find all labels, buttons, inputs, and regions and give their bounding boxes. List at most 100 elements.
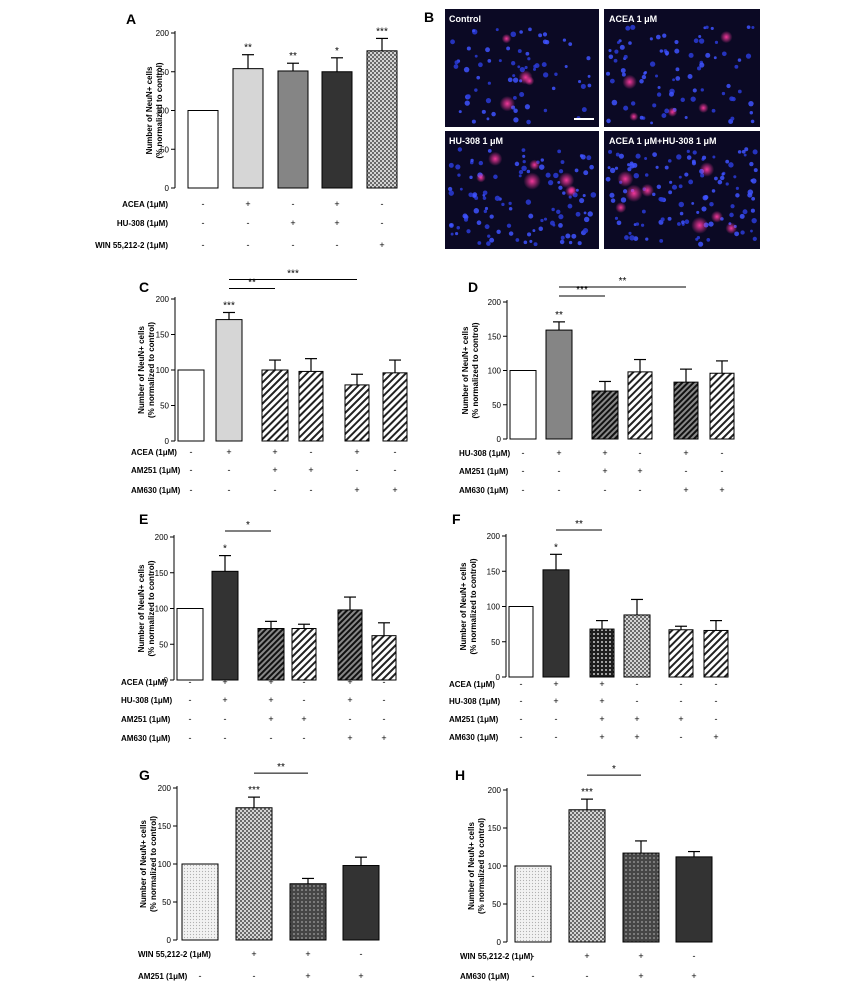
nucleus (655, 34, 661, 40)
treatment-label: WIN 55,212-2 (1μM) (138, 950, 211, 959)
nucleus (733, 175, 737, 179)
treatment-sign: - (715, 679, 718, 689)
nucleus (501, 202, 505, 207)
treatment-sign: + (379, 240, 384, 250)
nucleus (614, 49, 619, 54)
nucleus (684, 116, 688, 120)
nucleus (628, 231, 632, 235)
treatment-sign: + (691, 971, 696, 981)
nucleus (529, 239, 533, 243)
nucleus (659, 197, 665, 202)
nucleus (748, 100, 754, 107)
treatment-label: ACEA (1μM) (449, 680, 495, 689)
nucleus (498, 59, 502, 63)
treatment-sign: + (553, 679, 558, 689)
treatment-sign: - (253, 971, 256, 981)
y-axis-label: Number of NeuN+ cells(% normalized to co… (145, 62, 164, 158)
treatment-sign: - (558, 485, 561, 495)
nucleus (627, 167, 632, 172)
treatment-sign: + (683, 485, 688, 495)
y-tick-label: 50 (491, 638, 500, 647)
panel-letter-e: E (139, 511, 148, 527)
nucleus (560, 235, 565, 240)
treatment-label: AM630 (1μM) (449, 733, 499, 742)
y-tick-label: 150 (156, 68, 170, 77)
treatment-sign: - (522, 448, 525, 458)
nucleus (484, 224, 490, 230)
nucleus (481, 109, 486, 114)
nucleus (609, 192, 615, 198)
treatment-sign: - (715, 696, 718, 706)
treatment-sign: - (520, 696, 523, 706)
treatment-sign: - (520, 714, 523, 724)
nucleus (534, 63, 540, 69)
treatment-label: ACEA (1μM) (121, 678, 167, 687)
nucleus (705, 25, 709, 29)
nucleus (605, 71, 611, 76)
neun-signal (523, 172, 541, 190)
nucleus (472, 192, 478, 198)
nucleus (690, 96, 696, 102)
treatment-sign: + (347, 733, 352, 743)
nucleus (664, 165, 669, 170)
treatment-sign: - (310, 447, 313, 457)
nucleus (558, 169, 564, 174)
nucleus (751, 196, 756, 201)
y-tick-label: 100 (155, 605, 169, 614)
treatment-sign: + (638, 971, 643, 981)
nucleus (448, 162, 454, 168)
treatment-sign: + (268, 695, 273, 705)
nucleus (450, 39, 455, 45)
y-axis-label: Number of NeuN+ cells(% normalized to co… (467, 818, 486, 914)
treatment-sign: + (272, 447, 277, 457)
nucleus (659, 49, 664, 53)
nucleus (630, 101, 636, 106)
treatment-sign: + (634, 714, 639, 724)
nucleus (551, 207, 555, 212)
treatment-sign: + (599, 714, 604, 724)
nucleus (511, 61, 516, 66)
treatment-sign: + (251, 949, 256, 959)
bar-f-2 (542, 569, 570, 678)
treatment-sign: + (354, 447, 359, 457)
treatment-sign: - (303, 733, 306, 743)
panel-letter-c: C (139, 279, 149, 295)
treatment-label: AM630 (1μM) (131, 486, 181, 495)
nucleus (448, 190, 454, 196)
neun-signal (615, 202, 627, 213)
nucleus (752, 236, 757, 241)
nucleus (532, 229, 536, 233)
nucleus (656, 184, 662, 189)
nucleus (693, 38, 699, 44)
nucleus (547, 179, 554, 186)
nucleus (485, 47, 490, 53)
nucleus (751, 217, 757, 224)
nucleus (619, 44, 625, 50)
nucleus (721, 91, 726, 96)
treatment-sign: - (247, 218, 250, 228)
panel-letter-b: B (424, 9, 434, 25)
chart-panel-f: F 0 50 100 150 200 Number of NeuN+ cells(% nor… (449, 511, 729, 742)
nucleus (521, 165, 527, 172)
nucleus (538, 164, 545, 170)
micrograph-label-control: Control (449, 14, 481, 24)
nucleus (726, 83, 731, 89)
nucleus (578, 80, 582, 84)
nucleus (484, 206, 489, 211)
comparison-label: *** (287, 268, 299, 279)
y-tick-label: 0 (497, 938, 502, 947)
bar-c-6 (382, 372, 408, 442)
nucleus (457, 173, 461, 177)
y-tick-label: 150 (155, 569, 169, 578)
nucleus (674, 48, 680, 54)
nucleus (483, 209, 488, 214)
treatment-sign: + (599, 679, 604, 689)
y-tick-label: 100 (156, 366, 170, 375)
treatment-sign: + (637, 466, 642, 476)
nucleus (609, 167, 616, 174)
nucleus (725, 182, 729, 186)
treatment-label: AM630 (1μM) (460, 972, 510, 981)
treatment-sign: - (303, 677, 306, 687)
treatment-sign: - (383, 714, 386, 724)
significance-label: * (335, 46, 339, 57)
